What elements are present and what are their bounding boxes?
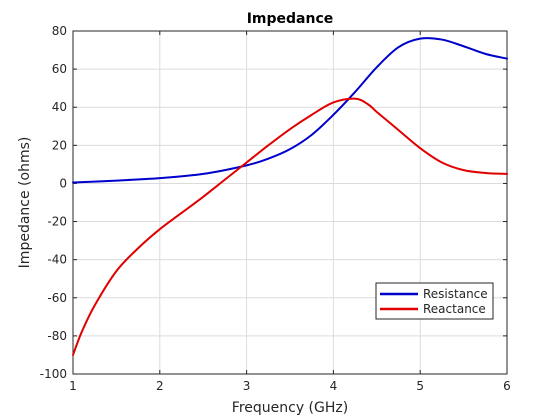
y-tick-label: -40 [47, 253, 67, 267]
x-tick-label: 1 [69, 379, 77, 393]
legend-box [375, 282, 494, 320]
y-tick-label: -20 [47, 215, 67, 229]
series-line-reactance [72, 97, 508, 356]
y-axis-label: Impedance (ohms) [17, 137, 33, 269]
x-tick-label: 3 [243, 379, 251, 393]
x-tick-label: 5 [416, 379, 424, 393]
chart-title: Impedance [247, 11, 334, 27]
y-tick-label: 80 [52, 24, 67, 38]
tick-labels: 1 2 3 4 5 6 -100 -80 -60 -40 -20 0 20 40 60 80 [40, 24, 511, 393]
y-tick-label: 40 [52, 100, 67, 114]
x-tick-label: 2 [156, 379, 164, 393]
y-tick-label: -60 [47, 291, 67, 305]
series-line-resistance [72, 37, 508, 184]
series-layer [72, 37, 508, 356]
x-tick-label: 6 [503, 379, 511, 393]
legend-entry-label: Reactance [423, 302, 486, 316]
y-tick-label: -80 [47, 329, 67, 343]
axes [72, 30, 508, 375]
y-tick-label: 0 [59, 176, 67, 190]
x-axis-label: Frequency (GHz) [232, 400, 348, 416]
y-tick-label: -100 [40, 367, 67, 381]
grid [72, 30, 508, 375]
x-tick-label: 4 [330, 379, 338, 393]
legend-entry-label: Resistance [423, 287, 488, 301]
y-tick-label: 20 [52, 138, 67, 152]
y-tick-label: 60 [52, 62, 67, 76]
plot-area [73, 31, 507, 374]
axes-box [72, 30, 508, 375]
